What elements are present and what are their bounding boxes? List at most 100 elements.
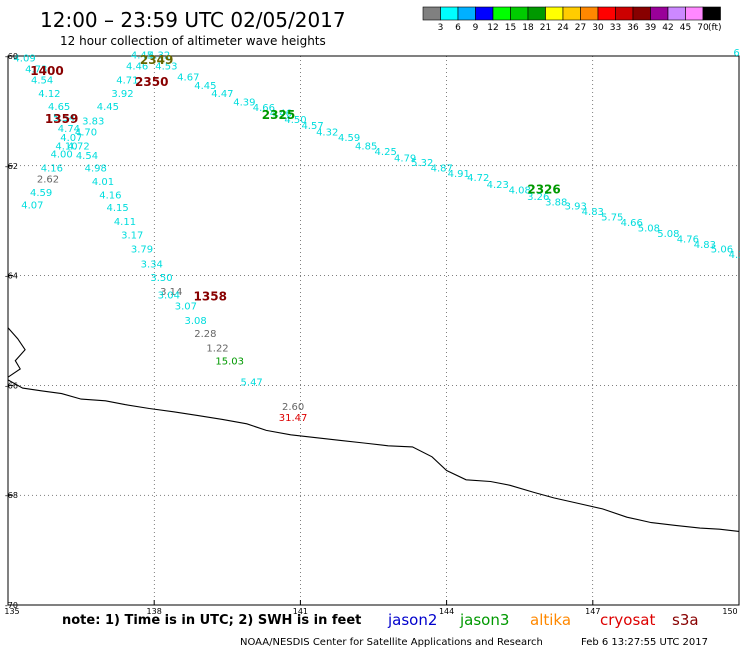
wave-height-reading: 3.93	[565, 202, 587, 213]
wave-height-reading: 4.3	[729, 250, 740, 261]
pass-time-label: 2350	[135, 75, 168, 89]
wave-height-reading: 4.45	[194, 81, 216, 92]
wave-height-reading: 3.04	[158, 291, 180, 302]
wave-height-reading: 4.98	[85, 163, 107, 174]
wave-height-reading: 4.32	[316, 128, 338, 139]
wave-height-reading: 4.01	[92, 177, 114, 188]
wave-height-reading: 4.47	[211, 89, 233, 100]
legend-label: 9	[473, 23, 479, 33]
wave-height-reading: 4.85	[355, 141, 377, 152]
wave-height-reading: 31.47	[279, 413, 308, 424]
wave-height-reading: 4.10	[55, 141, 77, 152]
wave-height-reading: 2.60	[282, 402, 304, 413]
axis-tick-labels: 135 138 141 144 147 150 -60 -62 -64 -66 -68 -70	[4, 52, 740, 616]
legend-label: 6	[455, 23, 461, 33]
wave-height-reading: 4.67	[177, 73, 199, 84]
wave-height-reading: 4.59	[338, 133, 360, 144]
wave-height-reading: 3.50	[150, 273, 172, 284]
satellite-key-label: s3a	[672, 611, 699, 629]
wave-height-reading: 5.54	[53, 113, 75, 124]
wave-height-reading: 4.32	[148, 51, 170, 62]
lat-tick-label: -60	[5, 52, 18, 61]
legend-label: 21	[540, 23, 551, 33]
wave-height-reading: 5.08	[638, 224, 660, 235]
pass-time-label: 2349	[140, 53, 173, 67]
wave-height-reading: 2.62	[37, 174, 59, 185]
wave-height-reading: 4.46	[270, 108, 292, 119]
wave-height-reading: 4.57	[301, 121, 323, 132]
wave-height-reading: 4.91	[448, 169, 470, 180]
wave-height-reading: 5.47	[241, 377, 263, 388]
footer-credit: NOAA/NESDIS Center for Satellite Applica…	[240, 637, 543, 648]
pass-time-labels: 1400 1359 2349 2350 2325 2326 1358	[30, 53, 560, 303]
lon-tick-label: 135	[4, 607, 19, 616]
lon-tick-label: 147	[585, 607, 600, 616]
wave-height-reading: 4.83	[582, 207, 604, 218]
legend-swatch	[475, 6, 494, 21]
pass-time-label: 1400	[30, 64, 63, 78]
coastline-path	[7, 379, 740, 532]
wave-height-reading: 4.45	[131, 51, 153, 62]
wave-height-reading: 3.08	[184, 316, 206, 327]
legend-label: 42	[662, 23, 673, 33]
legend-label: 36	[627, 23, 639, 33]
wave-height-reading: 4.46	[126, 62, 148, 73]
wave-height-reading: 4.87	[431, 163, 453, 174]
wave-height-reading: 3.07	[175, 302, 197, 313]
legend-label: 27	[575, 23, 586, 33]
legend-swatch	[597, 6, 616, 21]
lon-tick-label: 141	[293, 607, 308, 616]
satellite-key-label: altika	[530, 611, 571, 629]
legend-label: 39	[645, 23, 657, 33]
legend-swatch	[527, 6, 546, 21]
coastline-west-path	[7, 327, 26, 378]
antarctic-coastline	[7, 327, 740, 532]
wave-height-reading: 4.72	[68, 141, 90, 152]
lat-tick-label: -64	[5, 272, 18, 281]
legend-unit: (ft)	[708, 23, 722, 33]
wave-height-reading: 4.54	[76, 151, 98, 162]
wave-height-reading: 3.92	[111, 89, 133, 100]
satellite-key: jason2 jason3 altika cryosat s3a	[387, 611, 699, 629]
satellite-key-label: jason3	[459, 611, 509, 629]
wave-height-reading: 4.79	[394, 153, 416, 164]
wave-height-reading: 15.03	[215, 357, 244, 368]
wave-height-reading: 3.14	[160, 287, 182, 298]
wave-height-reading: 1.22	[206, 343, 228, 354]
lon-tick-label: 138	[147, 607, 162, 616]
legend-swatch	[615, 6, 634, 21]
legend-swatch	[545, 6, 564, 21]
lat-lon-grid	[8, 56, 739, 605]
legend-label: 3	[438, 23, 444, 33]
wave-height-reading: 4.66	[621, 218, 643, 229]
wave-height-reading: 4.70	[75, 128, 97, 139]
wave-height-reading: 4.11	[114, 217, 136, 228]
legend-swatch	[702, 6, 721, 21]
wave-height-reading: 4.74	[58, 124, 80, 135]
legend-swatch	[457, 6, 476, 21]
wave-height-reading: 4.09	[13, 53, 35, 64]
wave-height-reading: 4.50	[284, 115, 306, 126]
lon-tick-label: 150	[722, 607, 737, 616]
wave-height-reading: 4.39	[233, 97, 255, 108]
legend-label: 15	[505, 23, 516, 33]
satellite-key-label: cryosat	[600, 611, 655, 629]
pass-time-label: 1358	[194, 289, 227, 303]
wave-height-reading: 4.59	[30, 188, 52, 199]
legend-swatch	[650, 6, 669, 21]
legend-label: 45	[680, 23, 691, 33]
wave-height-reading: 3.88	[545, 197, 567, 208]
pass-time-label: 2325	[262, 108, 295, 122]
satellite-key-label: jason2	[387, 611, 437, 629]
wave-height-reading: 5.06	[711, 245, 733, 256]
legend-swatch	[632, 6, 651, 21]
wave-height-reading: 3.26	[527, 192, 549, 203]
wave-height-reading: 4.00	[50, 150, 72, 161]
wave-height-reading: 4.16	[41, 163, 63, 174]
legend-label: 33	[610, 23, 621, 33]
wave-height-reading: 4.76	[677, 235, 699, 246]
map-frame	[7, 55, 740, 606]
footer-timestamp: Feb 6 13:27:55 UTC 2017	[581, 637, 708, 648]
pass-time-label: 2326	[527, 182, 560, 196]
wave-height-reading: 4.23	[487, 180, 509, 191]
